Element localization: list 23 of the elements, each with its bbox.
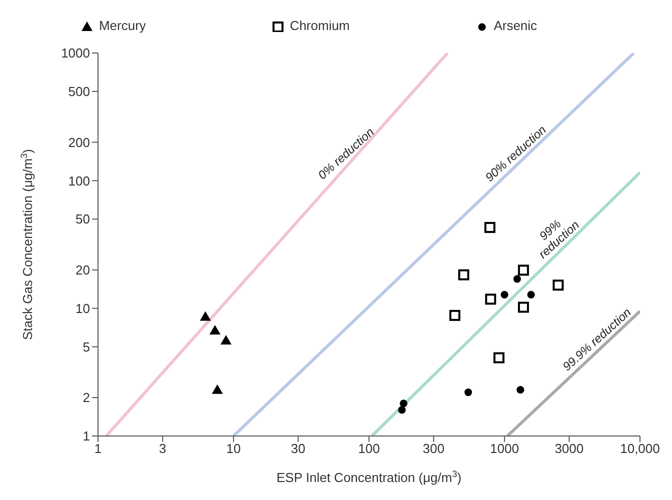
x-tick-label: 10 <box>226 441 241 456</box>
x-tick-label: 1 <box>94 441 102 456</box>
x-tick-label: 3 <box>159 441 166 456</box>
x-tick-label: 300 <box>422 441 444 456</box>
x-axis-title: ESP Inlet Concentration (μg/m$^{3}$) <box>276 469 462 485</box>
legend-label: Arsenic <box>492 18 538 33</box>
y-tick-label: 1 <box>82 428 90 444</box>
y-tick-label: 2 <box>82 390 90 406</box>
y-tick-label: 100 <box>68 173 90 188</box>
x-tick-label: 3000 <box>554 441 584 456</box>
y-tick-label: 20 <box>76 262 90 278</box>
y-tick-label: 50 <box>76 212 90 227</box>
y-tick-label: 10 <box>76 300 90 316</box>
legend-label: Chromium <box>288 18 350 33</box>
x-tick-label: 100 <box>358 441 380 456</box>
y-tick-label: 500 <box>68 84 90 100</box>
y-tick-label: 1000 <box>61 46 90 61</box>
x-tick-label: 10,000 <box>620 441 660 456</box>
y-tick-label: 5 <box>82 339 90 354</box>
y-tick-label: 200 <box>68 134 90 150</box>
legend-label: Mercury <box>98 18 146 33</box>
x-tick-label: 30 <box>290 441 306 456</box>
x-tick-label: 1000 <box>490 441 519 456</box>
